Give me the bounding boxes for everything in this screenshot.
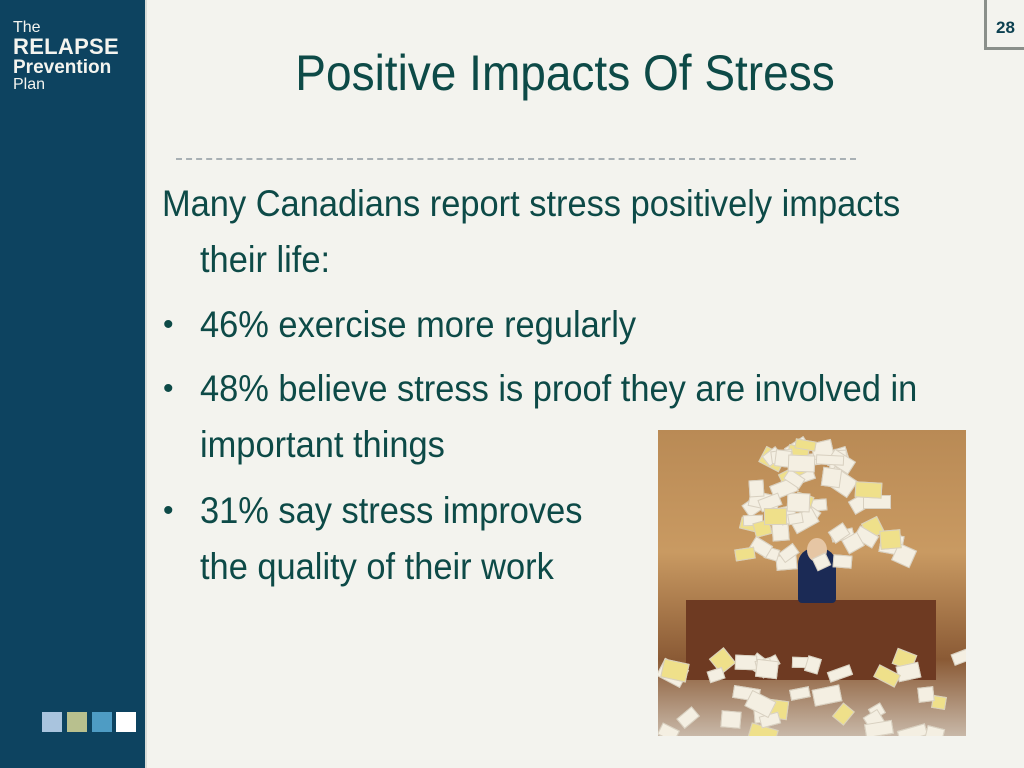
paper	[676, 705, 701, 729]
sidebar: The RELAPSE Prevention Plan	[0, 0, 147, 768]
paper	[786, 492, 811, 513]
logo-relapse: RELAPSE	[13, 34, 120, 59]
paper	[832, 702, 856, 726]
bullet-text: the quality of their work	[200, 546, 554, 587]
paper	[763, 508, 788, 526]
logo-the: The	[13, 19, 41, 36]
logo: The RELAPSE Prevention Plan	[13, 20, 119, 93]
paper	[788, 454, 816, 473]
bullet-icon: •	[163, 494, 174, 527]
bullet-text: 31% say stress improves	[200, 490, 583, 531]
paper	[719, 710, 741, 729]
slide-title: Positive Impacts Of Stress	[295, 45, 835, 101]
paper	[878, 529, 902, 550]
stressed-office-worker-photo	[658, 430, 966, 736]
bullet-icon: •	[163, 372, 174, 405]
logo-plan: Plan	[13, 76, 46, 93]
paper	[896, 723, 928, 736]
decor-square	[67, 712, 87, 732]
bullet-icon: •	[163, 308, 174, 341]
decor-square	[116, 712, 136, 732]
paper	[864, 720, 895, 736]
paper	[815, 454, 844, 467]
bullet-text: 48% believe stress is proof they are inv…	[200, 368, 918, 409]
paper	[748, 479, 765, 498]
paper	[821, 466, 843, 489]
paper	[832, 554, 853, 570]
paper	[950, 646, 966, 667]
decor-square	[92, 712, 112, 732]
paper	[811, 684, 843, 707]
paper	[658, 722, 680, 736]
paper	[789, 685, 812, 701]
page-number: 28	[984, 0, 1024, 50]
bullet-text: 46% exercise more regularly	[200, 304, 637, 345]
divider	[176, 158, 856, 160]
paper	[924, 725, 945, 736]
bullet-text: important things	[200, 424, 445, 465]
intro-line: Many Canadians report stress positively …	[162, 183, 901, 224]
paper	[733, 546, 757, 562]
paper	[754, 659, 779, 680]
logo-prevention: Prevention	[13, 57, 112, 78]
intro-line: their life:	[200, 239, 331, 280]
paper	[854, 480, 883, 499]
decor-square	[42, 712, 62, 732]
paper	[916, 685, 935, 703]
